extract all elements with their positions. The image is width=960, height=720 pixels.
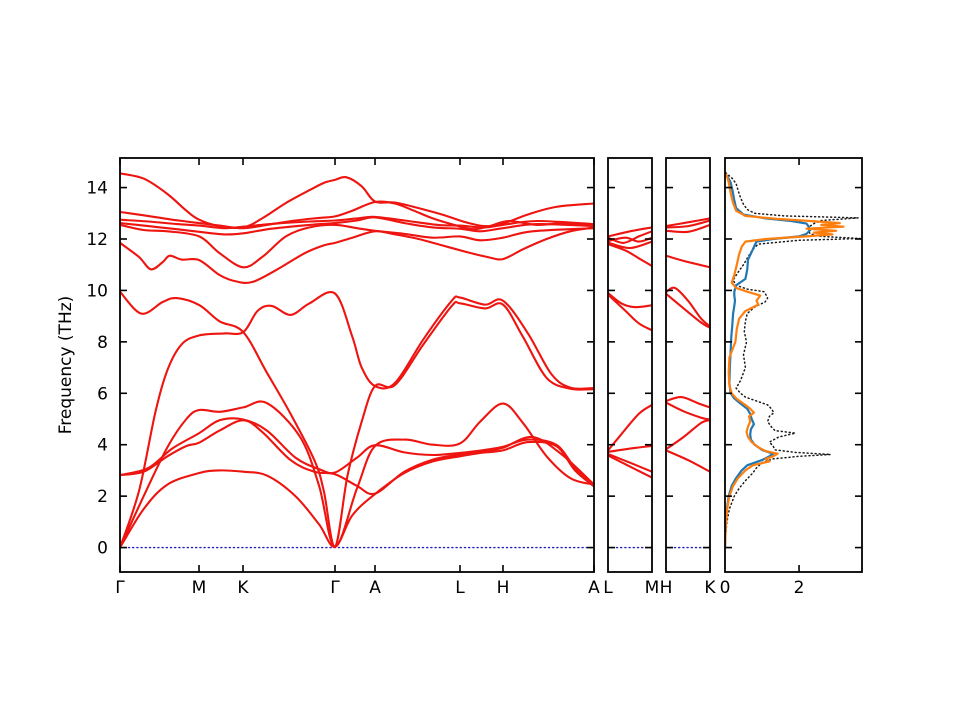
panel-frame-hk — [665, 157, 711, 573]
panel-frame-main — [119, 157, 595, 573]
phonon-band-curve — [666, 292, 710, 329]
x-tick-label: K — [237, 578, 249, 598]
x-tick-label: Γ — [330, 578, 340, 598]
x-tick-label: L — [603, 578, 613, 598]
x-tick-label: M — [645, 578, 660, 598]
panel-frame-dos — [724, 157, 863, 573]
dos-curve-partial-dos-blue — [725, 172, 812, 548]
dos-x-tick-label: 2 — [794, 578, 805, 598]
x-tick-label: H — [497, 578, 510, 598]
phonon-band-curve — [666, 219, 710, 229]
dos-x-tick-label: 0 — [720, 578, 731, 598]
phonon-band-curve — [608, 293, 652, 332]
y-tick-label: 0 — [97, 539, 108, 559]
x-tick-label: K — [704, 578, 716, 598]
phonon-band-curve — [120, 216, 594, 236]
y-tick-label: 6 — [97, 384, 108, 404]
x-tick-label: A — [588, 578, 600, 598]
phonon-band-curve — [120, 440, 594, 549]
phonon-band-curve — [120, 226, 594, 284]
phonon-band-curve — [608, 230, 652, 244]
dos-curve-total-dos — [725, 171, 861, 549]
phonon-band-curve — [608, 403, 652, 452]
y-tick-label: 8 — [97, 333, 108, 353]
x-tick-label: Γ — [115, 578, 125, 598]
phonon-band-curve — [608, 226, 652, 238]
phonon-band-curve — [608, 452, 652, 473]
x-tick-label: H — [660, 578, 673, 598]
phonon-band-curve — [608, 291, 652, 309]
phonon-band-curve — [608, 243, 652, 268]
phonon-band-curve — [666, 217, 710, 228]
y-tick-label: 10 — [86, 281, 108, 301]
x-tick-label: L — [455, 578, 465, 598]
phonon-band-curve — [608, 444, 652, 453]
y-tick-label: 12 — [86, 230, 108, 250]
dos-curve-partial-dos-orange — [725, 172, 845, 548]
y-tick-label: 2 — [97, 487, 108, 507]
phonon-band-curve — [120, 172, 594, 229]
phonon-band-curve — [120, 419, 594, 496]
phonon-band-curve — [666, 396, 710, 409]
phonon-band-curve — [666, 223, 710, 234]
y-tick-label: 14 — [86, 179, 108, 199]
phonon-band-curve — [666, 401, 710, 421]
phonon-band-curve — [666, 286, 710, 328]
phonon-band-curve — [608, 236, 652, 243]
y-tick-label: 4 — [97, 436, 108, 456]
phonon-band-curve — [608, 454, 652, 479]
phonon-band-curve — [608, 240, 652, 250]
phonon-band-curve — [120, 400, 594, 549]
phonon-band-curve — [120, 290, 594, 548]
phonon-band-curve — [666, 449, 710, 473]
x-tick-label: M — [192, 578, 207, 598]
phonon-band-curve — [666, 254, 710, 269]
phonon-band-curve — [120, 417, 594, 487]
phonon-band-curve — [120, 223, 594, 269]
phonon-band-curve — [120, 291, 594, 549]
x-tick-label: A — [369, 578, 381, 598]
panel-frame-lm — [607, 157, 653, 573]
phonon-band-curve — [666, 418, 710, 451]
